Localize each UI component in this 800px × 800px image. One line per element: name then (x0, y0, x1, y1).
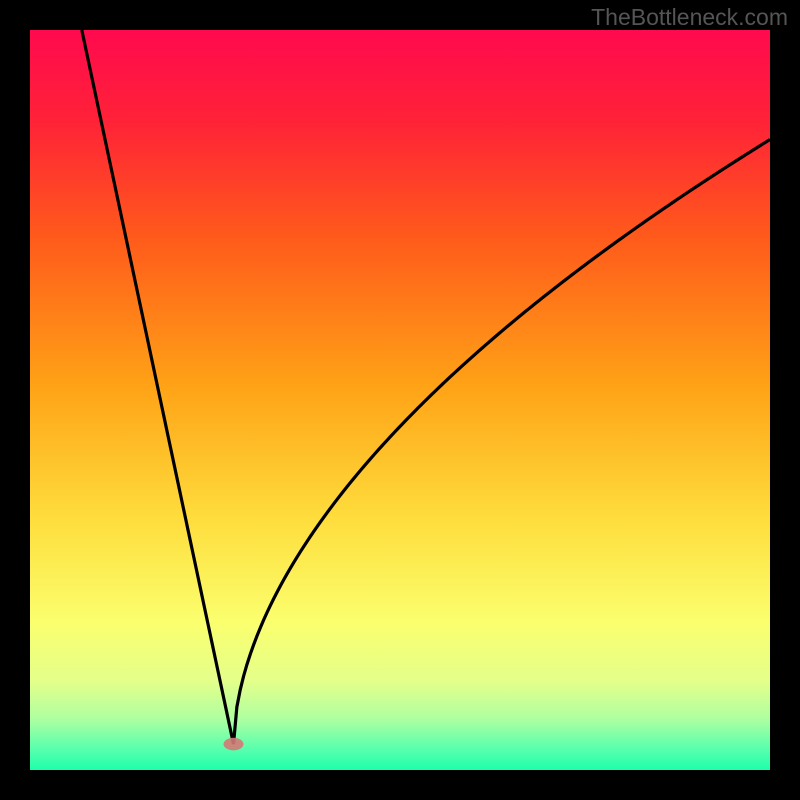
chart-container: TheBottleneck.com (0, 0, 800, 800)
plot-area (30, 30, 770, 770)
bottleneck-chart (0, 0, 800, 800)
optimal-marker (224, 738, 244, 751)
watermark-text: TheBottleneck.com (591, 4, 788, 31)
